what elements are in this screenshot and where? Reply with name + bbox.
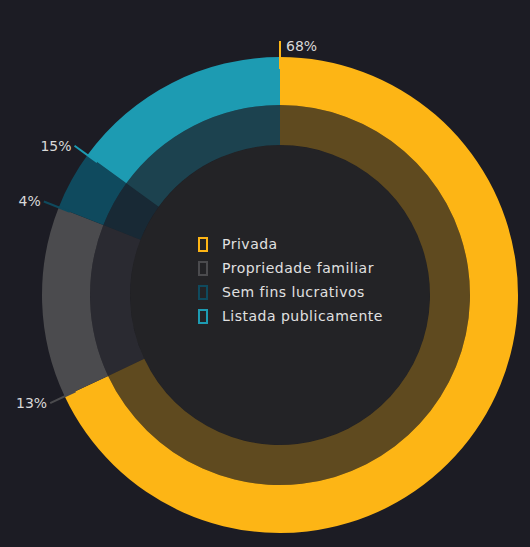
html-text:Privada: Privada bbox=[222, 236, 278, 252]
svg-text:13%: 13% bbox=[16, 395, 47, 411]
html-text:Propriedade familiar: Propriedade familiar bbox=[222, 260, 374, 276]
svg-text:4%: 4% bbox=[19, 193, 41, 209]
svg-text:68%: 68% bbox=[286, 38, 317, 54]
html-text:Sem fins lucrativos: Sem fins lucrativos bbox=[222, 284, 365, 300]
svg-text:15%: 15% bbox=[40, 138, 71, 154]
html-text:Listada publicamente: Listada publicamente bbox=[222, 308, 383, 324]
